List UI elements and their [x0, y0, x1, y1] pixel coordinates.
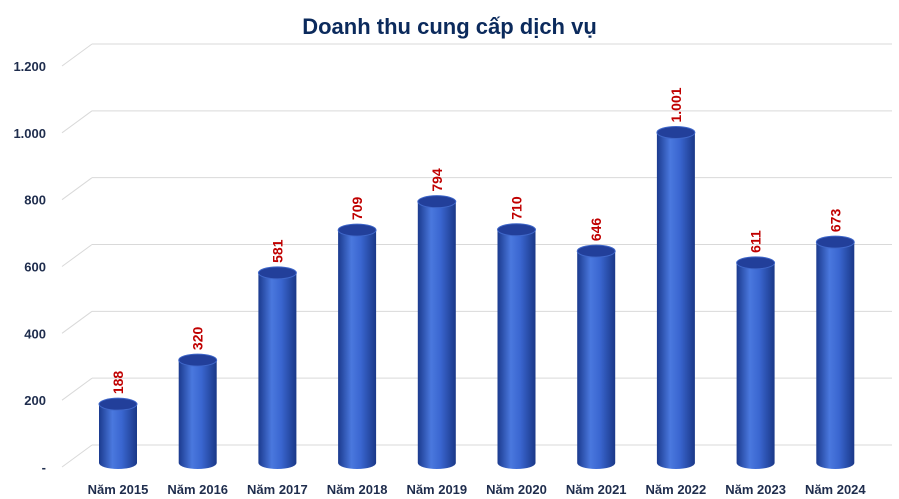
- x-tick-label: Năm 2022: [646, 482, 707, 497]
- data-label: 646: [588, 218, 604, 242]
- x-tick-label: Năm 2020: [486, 482, 547, 497]
- bar-body: [577, 251, 616, 470]
- y-tick-label: 800: [24, 193, 46, 208]
- bar: [576, 244, 616, 470]
- x-tick-label: Năm 2021: [566, 482, 627, 497]
- data-label: 1.001: [668, 87, 684, 122]
- gridline-depth: [61, 177, 93, 201]
- bar-top: [736, 256, 776, 270]
- bar: [497, 223, 536, 470]
- bar: [98, 397, 138, 469]
- bars: [98, 125, 855, 470]
- data-label: 673: [827, 209, 843, 233]
- bar-body: [736, 262, 775, 470]
- data-label: 710: [509, 196, 525, 220]
- bar-top: [417, 195, 457, 209]
- bar: [337, 223, 377, 470]
- y-tick-label: 600: [24, 260, 46, 275]
- bar-body: [816, 242, 855, 470]
- gridline-depth: [61, 244, 93, 267]
- data-label: 320: [190, 326, 206, 350]
- gridline-depth: [61, 110, 93, 134]
- bar-top: [337, 223, 377, 237]
- bar: [178, 353, 218, 470]
- bar-body: [99, 404, 137, 469]
- gridline-depth: [61, 43, 93, 67]
- bar-body: [417, 201, 456, 470]
- bar: [815, 235, 855, 470]
- gridlines: [61, 43, 892, 468]
- data-label: 611: [748, 230, 764, 253]
- chart-title: Doanh thu cung cấp dịch vụ: [302, 14, 597, 39]
- bar-body: [497, 229, 536, 470]
- bar: [736, 256, 776, 470]
- bar-top: [257, 266, 297, 280]
- data-labels: 188 320 581 709 794 710 646 1.001 611 673: [110, 87, 843, 394]
- y-tick-label: 400: [24, 326, 46, 341]
- x-tick-label: Năm 2015: [88, 482, 149, 497]
- y-tick-label: 200: [24, 393, 46, 408]
- bar-top: [656, 125, 696, 139]
- bar-body: [656, 132, 695, 470]
- bar-top: [815, 235, 855, 249]
- x-axis-labels: Năm 2015 Năm 2016 Năm 2017 Năm 2018 Năm 2019…: [88, 482, 867, 497]
- bar: [417, 195, 457, 470]
- data-label: 188: [110, 371, 126, 395]
- bar-body: [178, 360, 217, 470]
- gridline-depth: [61, 444, 93, 468]
- y-tick-label: 1.000: [13, 126, 46, 141]
- data-label: 709: [349, 197, 365, 221]
- bar: [656, 125, 696, 470]
- y-tick-label: 1.200: [13, 59, 46, 74]
- x-tick-label: Năm 2024: [805, 482, 866, 497]
- bar-body: [258, 272, 297, 470]
- bar-top: [98, 397, 138, 411]
- y-axis-ticks: - 200 400 600 800 1.000 1.200: [13, 59, 46, 475]
- data-label: 794: [429, 168, 445, 192]
- gridline-depth: [61, 310, 93, 334]
- x-tick-label: Năm 2017: [247, 482, 308, 497]
- bar-top: [178, 353, 218, 367]
- x-tick-label: Năm 2016: [167, 482, 228, 497]
- bar-top: [576, 244, 616, 258]
- y-tick-label: -: [42, 460, 46, 475]
- bar-top: [497, 223, 536, 237]
- x-tick-label: Năm 2019: [406, 482, 467, 497]
- gridline-depth: [61, 377, 93, 401]
- x-tick-label: Năm 2018: [327, 482, 388, 497]
- bar: [257, 266, 297, 470]
- bar-body: [338, 230, 377, 470]
- data-label: 581: [269, 239, 285, 263]
- x-tick-label: Năm 2023: [725, 482, 786, 497]
